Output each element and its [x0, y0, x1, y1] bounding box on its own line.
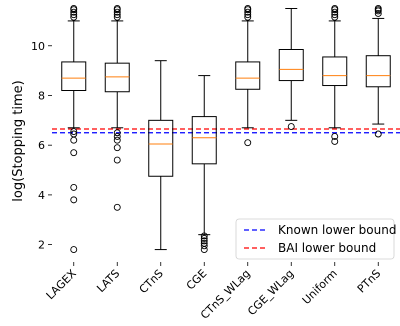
outlier-point: [70, 5, 78, 12]
outlier-point: [374, 130, 382, 138]
y-tick-label: 2: [38, 239, 45, 252]
outlier-point: [331, 138, 339, 145]
outlier-point: [70, 128, 78, 135]
outlier-point: [70, 246, 78, 254]
outlier-point: [113, 136, 121, 144]
outlier-point: [113, 203, 121, 211]
box-iqr: [365, 55, 391, 88]
box-LATS: [104, 5, 130, 211]
outlier-point: [331, 5, 339, 12]
box-CGE: [191, 75, 217, 254]
outlier-point: [113, 156, 121, 164]
x-tick-label: Uniform: [300, 267, 340, 307]
outlier-point: [200, 237, 208, 245]
outlier-point: [70, 136, 78, 144]
outlier-point: [70, 8, 78, 16]
legend-label: BAI lower bound: [278, 241, 376, 255]
legend: Known lower bound BAI lower bound: [235, 218, 396, 260]
outlier-point: [113, 8, 121, 16]
legend-box: [235, 218, 395, 260]
box-Uniform: [322, 5, 348, 145]
box-LAGEX: [61, 5, 87, 254]
outlier-point: [200, 242, 208, 250]
y-axis-label: log(Stopping time): [11, 80, 26, 201]
box-iqr: [148, 119, 174, 177]
outlier-point: [374, 5, 382, 12]
reference-lines: [52, 128, 400, 134]
box-iqr: [278, 48, 304, 82]
y-axis: 2 4 6 8 10: [31, 40, 52, 252]
outlier-point: [287, 123, 295, 130]
x-tick-label: PTnS: [355, 267, 384, 296]
box-iqr: [191, 116, 217, 165]
outlier-point: [331, 133, 339, 140]
box-PTnS: [365, 5, 391, 138]
outlier-point: [70, 13, 78, 21]
boxes: [61, 5, 391, 254]
outlier-point: [70, 130, 78, 138]
x-tick-label: CGE_WLag: [245, 267, 296, 318]
outlier-point: [70, 183, 78, 191]
outlier-point: [70, 149, 78, 157]
box-CTnS_WLag: [235, 5, 261, 147]
outlier-point: [200, 239, 208, 247]
box-iqr: [104, 62, 130, 93]
x-tick-label: CGE: [184, 267, 210, 293]
box-iqr: [235, 61, 261, 90]
outlier-point: [244, 139, 252, 147]
outlier-point: [244, 5, 252, 12]
y-tick-label: 4: [38, 189, 45, 202]
outlier-point: [331, 13, 339, 21]
box-iqr: [322, 56, 348, 87]
outlier-point: [200, 234, 208, 242]
box-iqr: [61, 61, 87, 92]
y-tick-label: 10: [31, 40, 45, 53]
x-tick-label: LAGEX: [44, 267, 79, 302]
outlier-point: [113, 133, 121, 140]
outlier-point: [113, 129, 121, 137]
y-tick-label: 8: [38, 89, 45, 102]
x-tick-label: LATS: [94, 267, 122, 295]
outlier-point: [331, 8, 339, 16]
outlier-point: [70, 196, 78, 204]
outlier-point: [200, 232, 208, 240]
box-CTnS: [148, 60, 174, 251]
outlier-point: [244, 13, 252, 21]
outlier-point: [374, 10, 382, 17]
box-CGE_WLag: [278, 7, 304, 130]
outlier-point: [244, 8, 252, 16]
y-tick-label: 6: [38, 139, 45, 152]
x-tick-label: CTnS: [137, 267, 166, 296]
outlier-point: [113, 5, 121, 12]
outlier-point: [113, 13, 121, 21]
outlier-point: [113, 144, 121, 152]
legend-label: Known lower bound: [278, 223, 396, 237]
